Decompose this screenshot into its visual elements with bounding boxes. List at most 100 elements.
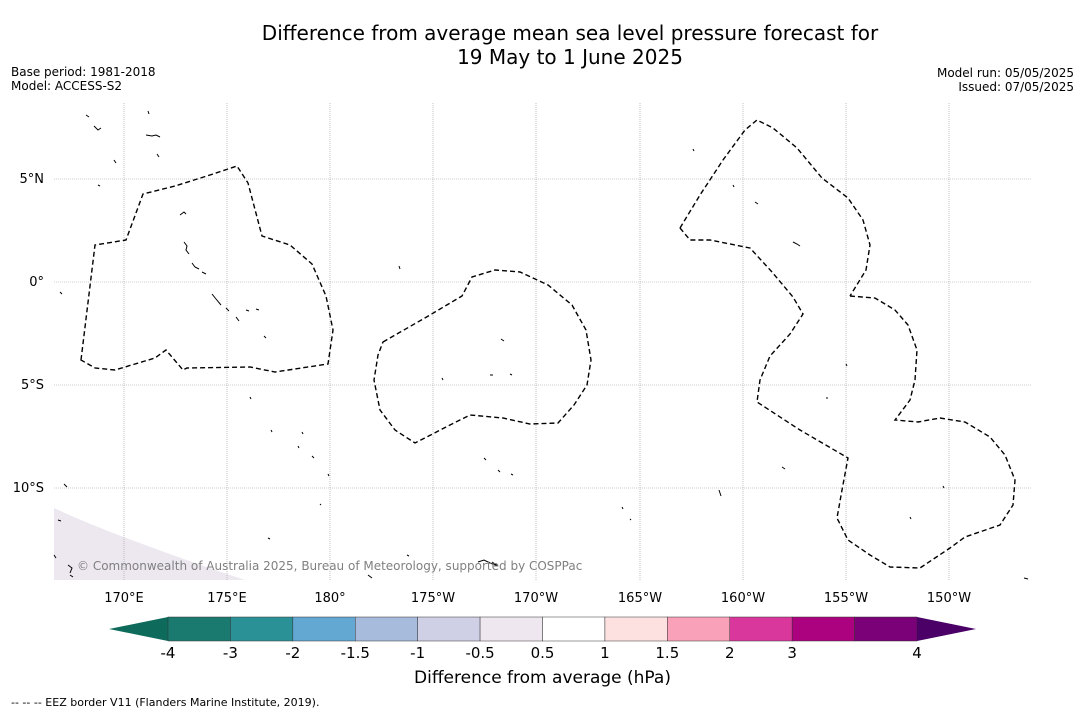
- island: [311, 455, 315, 459]
- eez-borders: [80, 119, 1016, 569]
- island: [398, 265, 401, 270]
- island: [85, 114, 90, 118]
- colorbar-tick-label: -4: [161, 644, 176, 662]
- colorbar-tick-label: -3: [223, 644, 238, 662]
- island: [211, 293, 222, 306]
- colorbar-bin: [292, 616, 356, 642]
- island: [270, 429, 273, 433]
- eez-border-kiribati-line-north: [679, 119, 871, 297]
- model-run-text: Model run: 05/05/2025: [936, 66, 1074, 80]
- colorbar-bin: [604, 616, 668, 642]
- island: [145, 134, 161, 138]
- island: [327, 473, 330, 477]
- island: [483, 457, 487, 461]
- island: [67, 564, 73, 574]
- island: [191, 262, 200, 270]
- island: [156, 153, 160, 158]
- issued-text: Issued: 07/05/2025: [958, 80, 1074, 94]
- island: [57, 519, 62, 522]
- island: [249, 396, 252, 400]
- island: [500, 338, 505, 342]
- colorbar-tick-label: 2: [725, 644, 735, 662]
- colorbar-bin: [791, 616, 855, 642]
- island: [909, 516, 912, 520]
- colorbar-bin: [417, 616, 481, 642]
- lon-label: 175°W: [411, 591, 455, 606]
- colorbar-under-arrow: [109, 617, 168, 641]
- island: [301, 431, 304, 435]
- map-background: [54, 103, 1032, 580]
- island: [509, 373, 513, 376]
- island: [93, 125, 102, 131]
- island: [792, 241, 801, 247]
- island: [235, 316, 240, 322]
- island: [367, 574, 373, 579]
- island: [319, 503, 322, 506]
- colorbar-tick-label: -2: [285, 644, 300, 662]
- anomaly-patch: [54, 508, 245, 580]
- island: [263, 335, 267, 339]
- island: [69, 574, 74, 578]
- island: [942, 485, 945, 489]
- eez-border-tokelau: [373, 269, 592, 444]
- island: [53, 554, 57, 559]
- island: [477, 559, 499, 567]
- model-text: Model: ACCESS-S2: [11, 79, 123, 93]
- colorbar-bin: [355, 616, 418, 642]
- base-period-text: Base period: 1981-2018: [11, 65, 156, 79]
- map-area: © Commonwealth of Australia 2025, Bureau…: [53, 103, 1032, 580]
- metadata-right: Model run: 05/05/2025 Issued: 07/05/2025: [937, 66, 1074, 94]
- island: [629, 518, 632, 521]
- island: [510, 473, 514, 476]
- lat-labels: 5°N 0° 5°S 10°S: [13, 172, 44, 496]
- colorbar-tick-label: 3: [787, 644, 797, 662]
- map-title: Difference from average mean sea level p…: [0, 21, 1085, 69]
- island: [179, 211, 187, 216]
- island: [845, 363, 848, 367]
- colorbar-tick-label: -1.5: [341, 644, 370, 662]
- colorbar-bin: [230, 616, 294, 642]
- island: [183, 241, 190, 255]
- island: [297, 445, 300, 449]
- lat-label: 10°S: [13, 481, 44, 496]
- colorbar-tick-label: -0.5: [465, 644, 494, 662]
- metadata-left: Base period: 1981-2018 Model: ACCESS-S2: [11, 65, 156, 93]
- lat-label: 0°: [29, 275, 44, 290]
- island: [441, 377, 444, 381]
- island: [497, 469, 501, 473]
- island: [732, 184, 735, 188]
- island: [621, 506, 624, 510]
- island: [754, 201, 759, 205]
- colorbar-tick-label: 1.5: [655, 644, 679, 662]
- lon-label: 155°W: [824, 591, 868, 606]
- island: [97, 184, 101, 187]
- colorbar-bin: [667, 616, 730, 642]
- colorbar-bin: [854, 616, 918, 642]
- colorbar-bin: [167, 616, 231, 642]
- colorbar-tick-label: 4: [912, 644, 922, 662]
- eez-border-kiribati-gilberts: [80, 165, 334, 373]
- colorbar-tick-label: -1: [410, 644, 425, 662]
- island: [63, 483, 68, 488]
- island: [1023, 577, 1029, 580]
- lon-label: 180°: [314, 591, 345, 606]
- island: [59, 291, 63, 295]
- colorbar-tick-label: 1: [600, 644, 610, 662]
- lon-label: 170°E: [104, 591, 144, 606]
- island: [225, 307, 230, 312]
- eez-border-kiribati-line-south: [679, 227, 1016, 569]
- island: [201, 271, 207, 275]
- island: [267, 537, 271, 540]
- island: [147, 110, 150, 115]
- colorbar-bin: [729, 616, 793, 642]
- island: [255, 308, 260, 311]
- lon-label: 175°E: [207, 591, 247, 606]
- island: [245, 309, 250, 312]
- map-title-line2: 19 May to 1 June 2025: [457, 45, 683, 69]
- copyright-text: © Commonwealth of Australia 2025, Bureau…: [77, 559, 582, 573]
- island: [718, 489, 722, 497]
- island: [113, 159, 117, 164]
- island: [692, 148, 695, 152]
- island: [406, 554, 410, 557]
